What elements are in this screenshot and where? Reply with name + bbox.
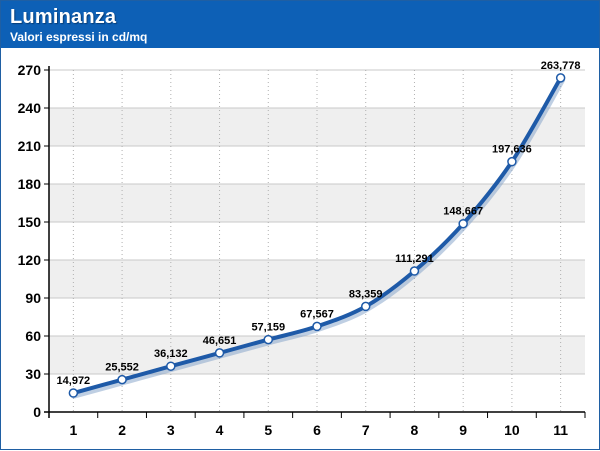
data-label: 14,972 [57, 375, 91, 387]
x-tick-label: 3 [167, 422, 175, 438]
data-label: 197,636 [492, 144, 532, 156]
x-tick-label: 8 [411, 422, 419, 438]
data-point [458, 218, 468, 229]
y-tick-label: 180 [18, 176, 42, 192]
data-point [68, 388, 79, 398]
y-tick-label: 60 [25, 328, 41, 344]
x-tick-label: 10 [504, 422, 520, 438]
data-label: 148,667 [443, 206, 483, 218]
data-label: 25,552 [105, 362, 139, 374]
data-point [263, 334, 274, 345]
y-tick-label: 210 [18, 138, 42, 154]
data-label: 36,132 [154, 348, 188, 360]
series-line-shadow [70, 76, 566, 399]
x-tick-label: 4 [216, 422, 224, 438]
data-point [507, 156, 517, 167]
data-point [409, 266, 420, 276]
y-tick-label: 240 [18, 100, 42, 116]
x-tick-label: 6 [313, 422, 321, 438]
y-tick-label: 30 [25, 366, 41, 382]
data-label: 263,778 [541, 60, 581, 72]
y-tick-label: 0 [33, 404, 41, 420]
x-tick-label: 5 [264, 422, 272, 438]
data-label: 46,651 [203, 335, 237, 347]
data-point [360, 301, 371, 312]
series-line [71, 75, 563, 396]
data-label: 57,159 [251, 322, 285, 334]
data-point [214, 348, 225, 358]
y-tick-label: 90 [25, 290, 41, 306]
data-point [117, 374, 127, 385]
x-tick-label: 7 [362, 422, 370, 438]
x-tick-label: 9 [459, 422, 467, 438]
y-tick-label: 120 [18, 252, 42, 268]
x-tick-label: 2 [118, 422, 126, 438]
chart-title: Luminanza [10, 6, 117, 28]
data-label: 67,567 [300, 308, 334, 320]
chart-subtitle: Valori espressi in cd/mq [10, 30, 148, 44]
chart-header: Luminanza Valori espressi in cd/mq [1, 1, 599, 48]
data-point [312, 321, 322, 332]
x-tick-label: 11 [553, 422, 568, 438]
data-point [555, 73, 566, 83]
x-tick-label: 1 [69, 422, 77, 438]
data-label: 111,291 [395, 253, 434, 265]
y-tick-label: 150 [18, 214, 42, 230]
y-tick-label: 270 [18, 62, 42, 78]
data-point [166, 361, 176, 371]
data-label: 83,359 [349, 288, 383, 300]
